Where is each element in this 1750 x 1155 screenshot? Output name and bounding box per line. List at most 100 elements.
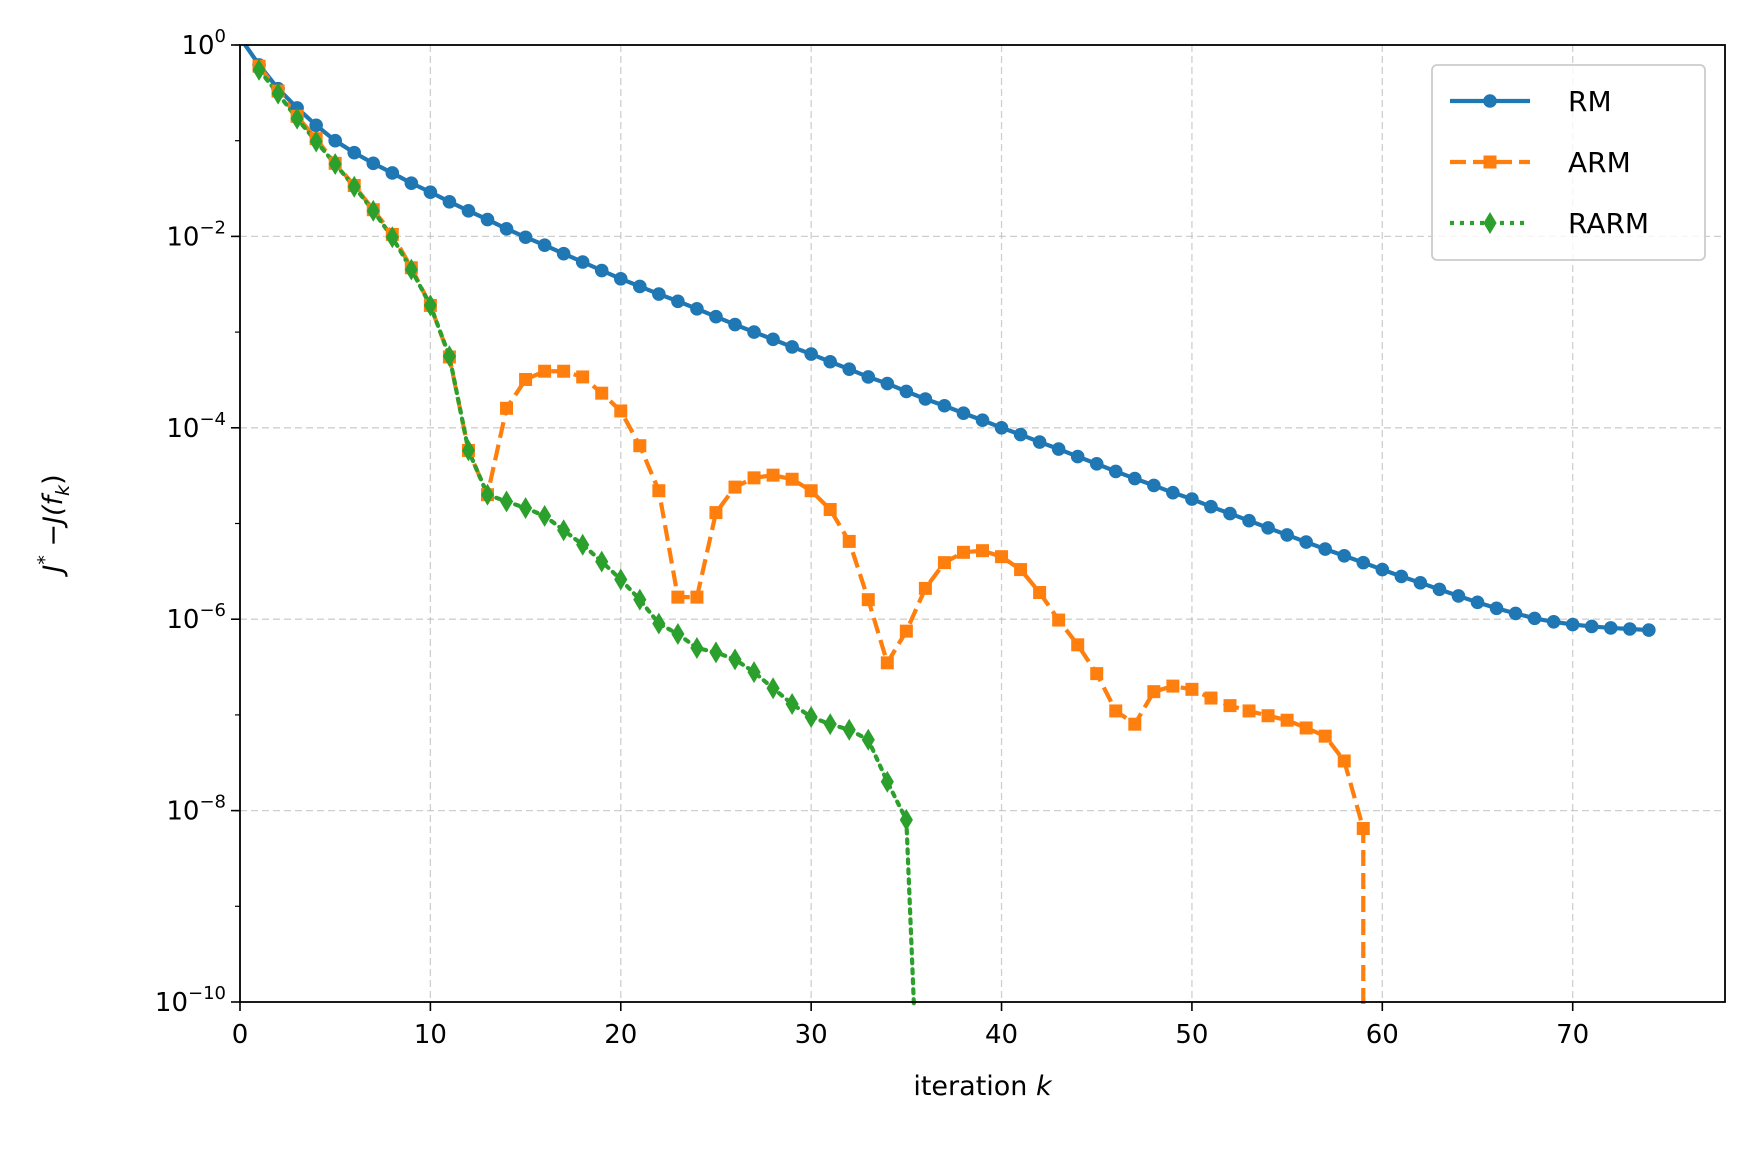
data-point-rarm (880, 770, 894, 793)
data-point-rm (1451, 589, 1466, 603)
data-point-rm (880, 376, 895, 391)
data-point-rm (690, 302, 704, 316)
y-tick-label: 10−10 (155, 983, 226, 1018)
data-point-arm (785, 472, 799, 486)
y-axis-label-k: k (52, 484, 74, 496)
data-point-rarm (804, 706, 818, 729)
data-point-rm (1508, 606, 1523, 621)
legend-label-rarm: RARM (1568, 207, 1649, 240)
data-point-rarm (442, 345, 457, 368)
data-point-arm (918, 581, 932, 595)
x-tick-label: 30 (795, 1020, 828, 1050)
data-point-rm (1204, 499, 1218, 514)
data-point-rm (613, 272, 628, 286)
data-point-arm (1071, 638, 1085, 652)
data-point-rarm (633, 588, 647, 611)
data-point-arm (1318, 729, 1332, 743)
data-point-arm (1090, 667, 1104, 681)
data-point-rm (1565, 617, 1580, 632)
data-point-rarm (861, 728, 875, 751)
data-point-rm (1242, 513, 1256, 528)
data-point-rm (975, 413, 990, 428)
data-point-arm (823, 503, 837, 517)
data-point-arm (1033, 586, 1047, 600)
data-point-rm (1642, 623, 1656, 637)
data-point-arm (804, 484, 818, 498)
y-tick-label: 10−4 (166, 409, 226, 444)
legend-label-arm: ARM (1568, 146, 1631, 179)
data-point-arm (576, 370, 590, 384)
x-tick-label: 60 (1366, 1020, 1399, 1050)
data-point-rm (652, 287, 666, 301)
data-point-rarm (671, 623, 685, 645)
data-point-rm (1318, 542, 1332, 556)
data-point-rarm (328, 153, 342, 176)
y-tick-label: 10−2 (166, 217, 226, 252)
data-point-arm (937, 556, 951, 570)
x-tick-label: 10 (414, 1020, 447, 1050)
data-point-rm (385, 166, 400, 180)
data-point-arm (1147, 685, 1161, 699)
data-point-arm (709, 506, 723, 520)
data-point-rm (1223, 506, 1237, 521)
data-point-rm (1356, 555, 1371, 570)
data-point-rm (1261, 521, 1275, 535)
data-point-arm (1337, 754, 1351, 768)
x-tick-label: 0 (232, 1020, 249, 1050)
x-tick-label: 20 (604, 1020, 637, 1050)
data-point-arm (1223, 699, 1237, 713)
data-point-arm (652, 484, 666, 498)
y-tick-label: 10−6 (166, 600, 226, 635)
data-point-rm (842, 362, 857, 376)
data-point-arm (861, 593, 875, 607)
axis-tick-labels: 0 10 20 30 40 50 60 70 100 10−2 10−4 10−6 10−8 10−10 (155, 26, 1589, 1050)
data-point-rm (956, 406, 971, 421)
data-point-arm (766, 468, 780, 482)
data-point-rm (1013, 427, 1028, 442)
data-point-arm (976, 544, 989, 558)
legend-label-rm: RM (1568, 85, 1612, 118)
data-point-arm (1052, 613, 1066, 627)
data-point-rm (1489, 601, 1504, 616)
data-point-arm (995, 550, 1009, 564)
y-tick-label: 10−8 (166, 792, 226, 827)
x-tick-label: 40 (985, 1020, 1018, 1050)
data-point-rm (480, 212, 495, 227)
data-point-rm (537, 238, 552, 252)
data-point-rm (1337, 548, 1352, 563)
y-axis-label: J* −J(fk) (34, 474, 74, 577)
data-point-rm (1432, 582, 1447, 597)
data-point-rm (728, 317, 742, 332)
legend: RM ARM RARM (1431, 64, 1706, 261)
data-point-rm (1394, 569, 1409, 584)
data-point-rarm (652, 612, 666, 635)
data-point-rm (1603, 621, 1618, 635)
data-point-rarm (423, 294, 437, 317)
data-point-rm (1032, 435, 1047, 449)
legend-marker-rm (1483, 94, 1497, 108)
x-tick-label: 70 (1556, 1020, 1589, 1050)
data-point-rm (518, 230, 533, 245)
data-point-rm (1299, 535, 1313, 549)
data-point-rm (766, 332, 780, 347)
data-point-arm (1109, 704, 1123, 718)
data-point-rarm (366, 199, 380, 222)
data-point-rm (861, 370, 876, 384)
data-point-arm (1014, 563, 1028, 577)
data-point-arm (880, 656, 894, 670)
data-point-rarm (252, 58, 266, 81)
y-tick-label: 100 (181, 26, 226, 61)
data-point-arm (1242, 704, 1256, 718)
data-point-arm (500, 401, 514, 415)
data-point-arm (747, 471, 761, 485)
data-point-rm (442, 194, 457, 209)
data-point-rm (1527, 611, 1542, 626)
data-point-rarm (709, 641, 723, 664)
data-point-arm (1166, 679, 1180, 693)
data-point-rm (1623, 622, 1637, 636)
data-point-rm (404, 176, 419, 190)
data-point-rarm (557, 519, 571, 542)
data-point-rarm (842, 718, 856, 741)
data-point-rm (1108, 464, 1123, 479)
